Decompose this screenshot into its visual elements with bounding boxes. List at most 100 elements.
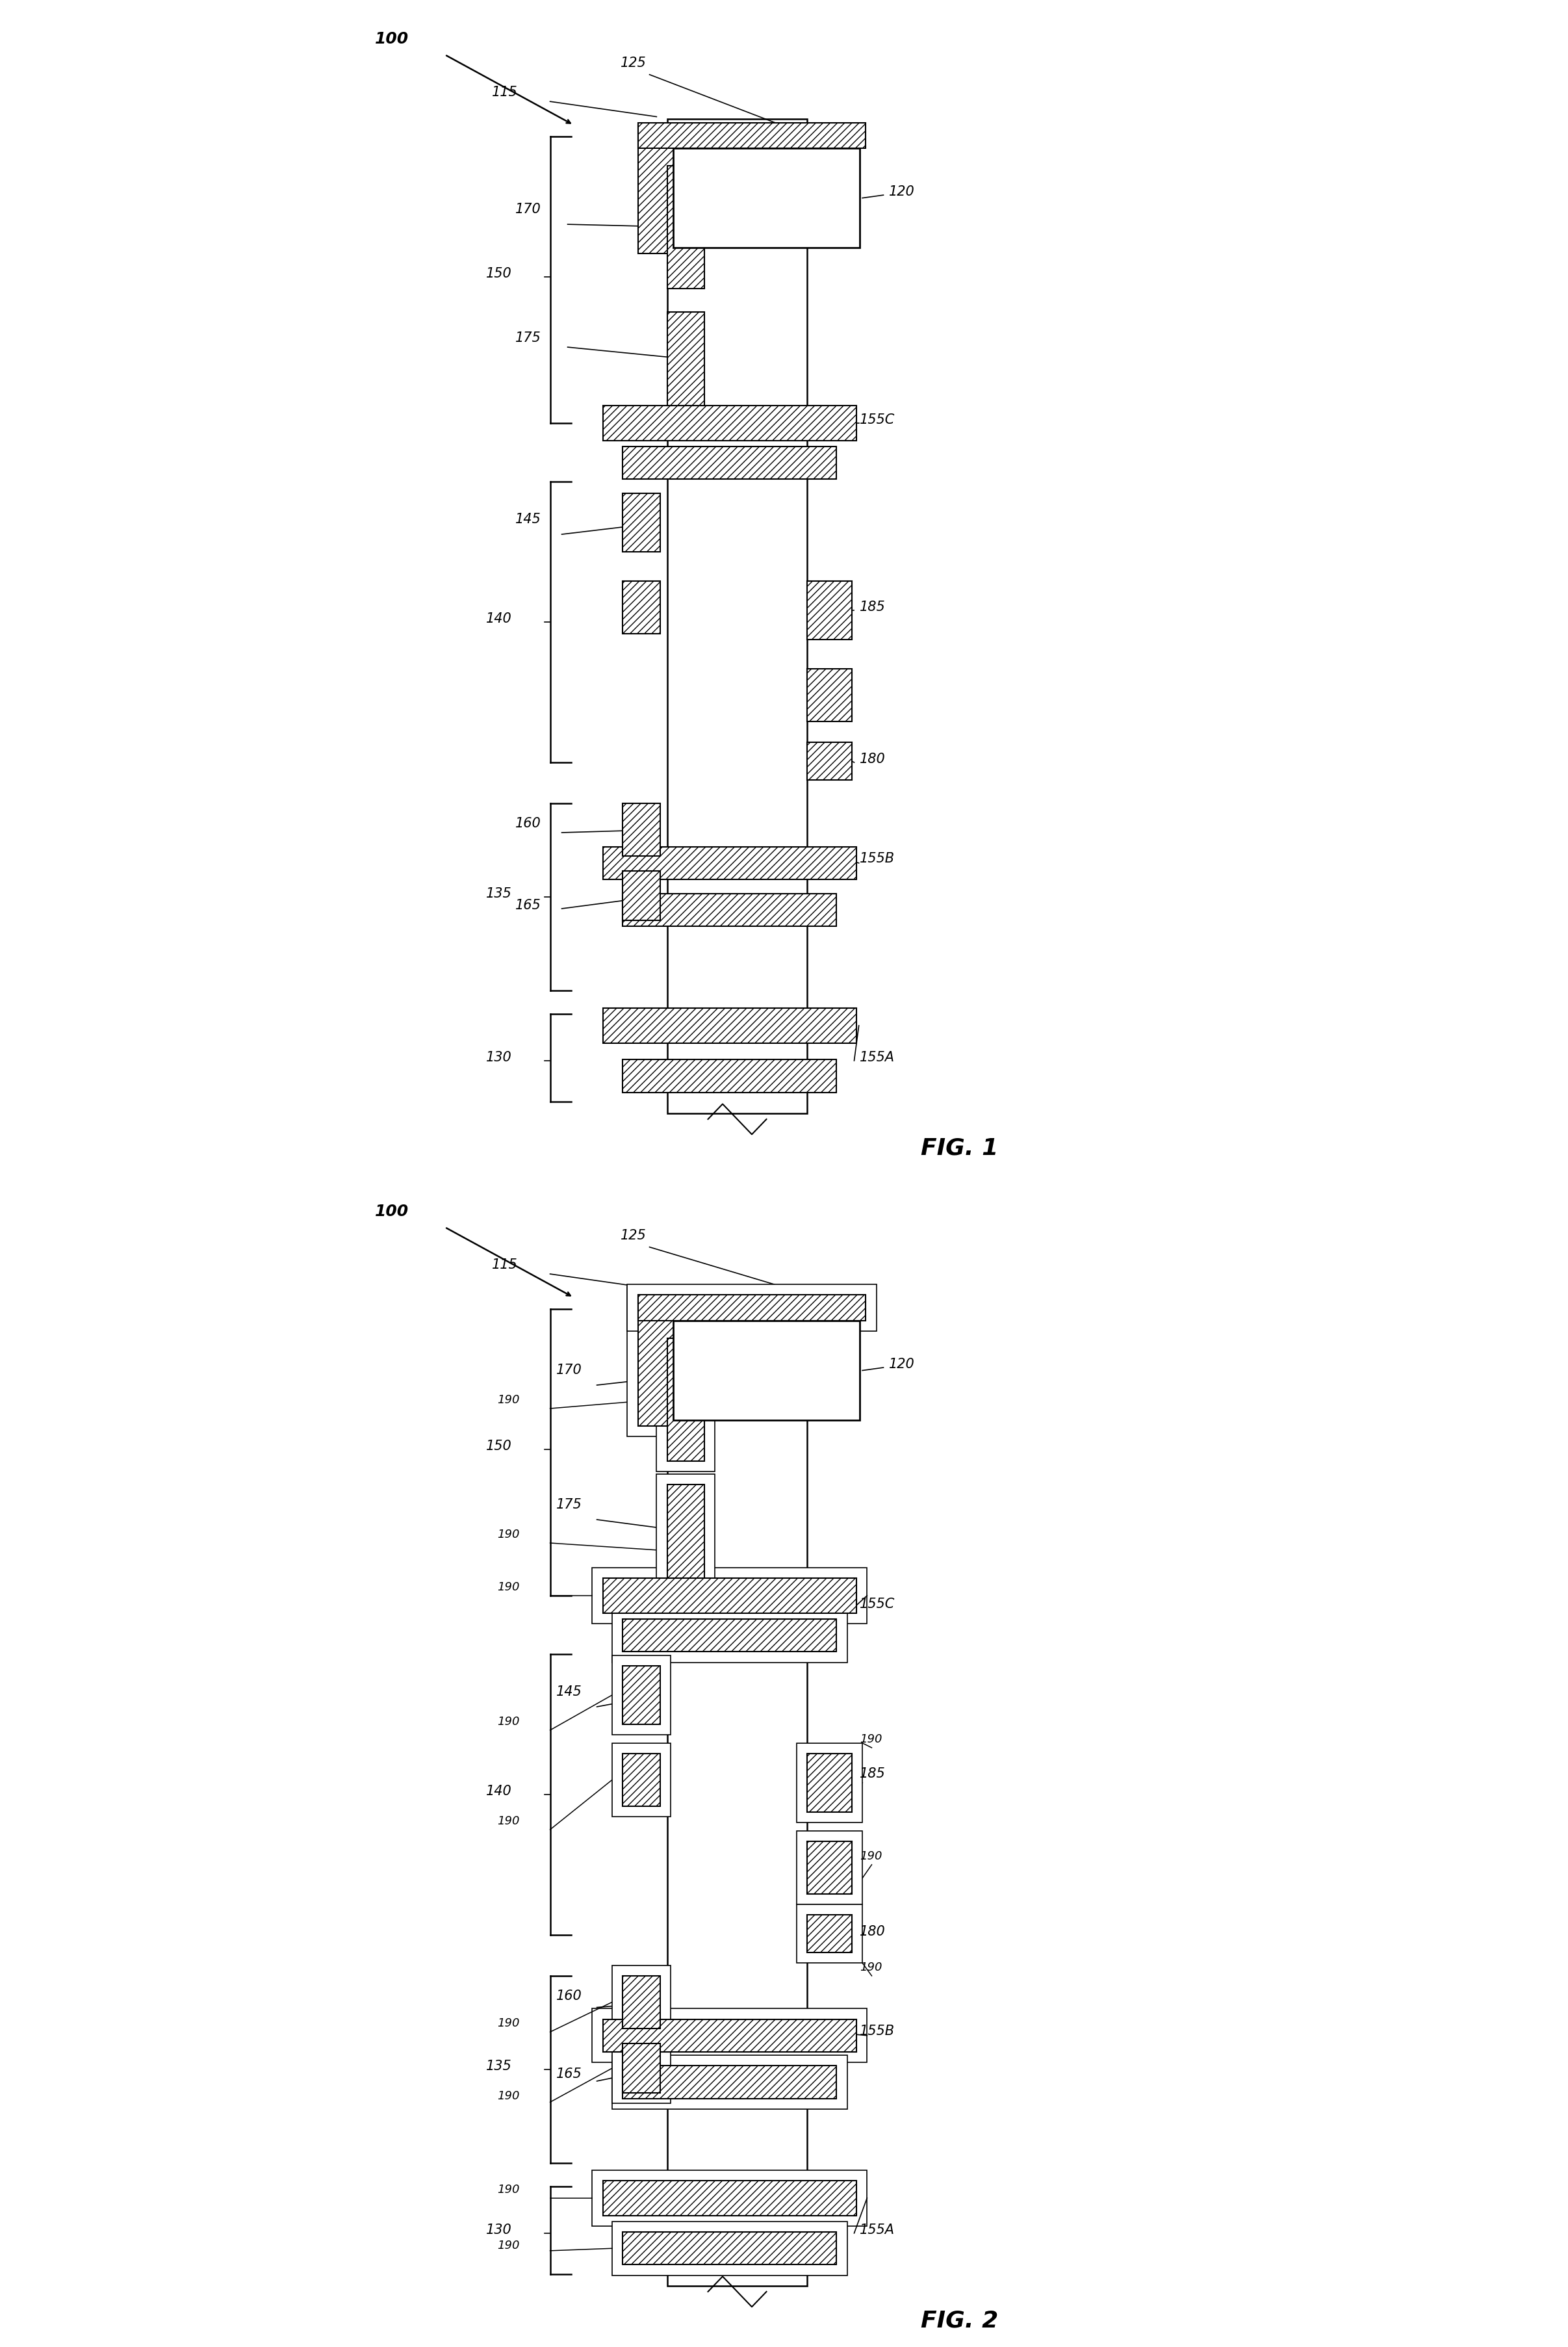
- Text: 190: 190: [497, 1394, 521, 1406]
- Bar: [638, 122, 866, 148]
- Text: 145: 145: [557, 1685, 582, 1697]
- Bar: [808, 669, 851, 723]
- Bar: [808, 1753, 851, 1812]
- Text: 165: 165: [557, 2068, 582, 2079]
- Bar: [602, 1577, 856, 1612]
- Bar: [622, 1976, 660, 2028]
- Text: 175: 175: [557, 1497, 582, 1511]
- Bar: [622, 1666, 660, 1725]
- Text: 165: 165: [514, 899, 541, 911]
- Bar: [797, 1831, 862, 1903]
- Bar: [602, 406, 856, 441]
- Text: 180: 180: [859, 1925, 886, 1939]
- Bar: [593, 2171, 867, 2227]
- Bar: [622, 803, 660, 857]
- Text: 130: 130: [486, 2223, 511, 2237]
- Bar: [593, 2009, 867, 2063]
- Bar: [602, 2180, 856, 2216]
- Text: 180: 180: [859, 753, 886, 765]
- Text: 190: 190: [497, 2089, 521, 2101]
- Bar: [622, 2044, 660, 2094]
- Text: 155A: 155A: [859, 1051, 895, 1063]
- Text: 190: 190: [497, 1814, 521, 1826]
- Text: 190: 190: [497, 2183, 521, 2194]
- Text: 125: 125: [621, 56, 646, 70]
- Bar: [638, 124, 676, 253]
- Bar: [622, 582, 660, 634]
- Bar: [797, 1903, 862, 1962]
- Bar: [622, 493, 660, 552]
- Bar: [797, 1744, 862, 1824]
- Text: 155A: 155A: [859, 2223, 895, 2237]
- Text: 190: 190: [497, 2016, 521, 2028]
- Bar: [612, 2056, 847, 2110]
- Bar: [622, 1061, 837, 1094]
- Text: 160: 160: [557, 1988, 582, 2002]
- Bar: [612, 1655, 671, 1734]
- Text: 135: 135: [486, 887, 511, 899]
- Bar: [657, 1474, 715, 1589]
- Bar: [666, 120, 808, 1115]
- Bar: [612, 1964, 671, 2040]
- Text: 190: 190: [859, 1732, 883, 1744]
- Bar: [612, 1744, 671, 1817]
- Bar: [808, 1915, 851, 1953]
- Text: 190: 190: [497, 1716, 521, 1727]
- Text: 135: 135: [486, 2058, 511, 2072]
- Text: 155C: 155C: [859, 1598, 895, 1610]
- Bar: [666, 1486, 704, 1577]
- Text: 145: 145: [514, 512, 541, 526]
- Bar: [602, 847, 856, 880]
- Text: 140: 140: [486, 613, 511, 624]
- Text: 155B: 155B: [859, 2023, 895, 2037]
- Bar: [622, 871, 660, 920]
- Bar: [593, 1568, 867, 1624]
- Text: 130: 130: [486, 1051, 511, 1063]
- Text: 185: 185: [859, 1767, 886, 1779]
- Text: 190: 190: [497, 1528, 521, 1540]
- Bar: [622, 894, 837, 927]
- Bar: [627, 1286, 685, 1436]
- Bar: [602, 2018, 856, 2051]
- Bar: [666, 1291, 808, 2286]
- Text: 190: 190: [497, 1582, 521, 1594]
- Text: 160: 160: [514, 817, 541, 831]
- Text: 190: 190: [859, 1849, 883, 1861]
- Text: FIG. 2: FIG. 2: [920, 2309, 999, 2331]
- Bar: [612, 2033, 671, 2103]
- Bar: [808, 744, 851, 782]
- Bar: [622, 2232, 837, 2265]
- Bar: [612, 2223, 847, 2274]
- Text: 150: 150: [486, 1439, 511, 1453]
- Text: 170: 170: [557, 1364, 582, 1375]
- Bar: [673, 1321, 859, 1420]
- Text: 170: 170: [514, 202, 541, 216]
- Text: 125: 125: [621, 1230, 646, 1242]
- Text: 155C: 155C: [859, 413, 895, 427]
- Text: 155B: 155B: [859, 852, 895, 864]
- Bar: [622, 1619, 837, 1652]
- Text: 185: 185: [859, 601, 886, 613]
- Text: 140: 140: [486, 1784, 511, 1798]
- Bar: [638, 1298, 676, 1427]
- Bar: [666, 167, 704, 289]
- Text: 110: 110: [750, 1364, 784, 1378]
- Bar: [602, 1009, 856, 1044]
- Bar: [657, 1328, 715, 1472]
- Bar: [666, 1338, 704, 1462]
- Text: 190: 190: [497, 2239, 521, 2251]
- Bar: [622, 1753, 660, 1807]
- Bar: [666, 312, 704, 406]
- Text: 150: 150: [486, 268, 511, 279]
- Bar: [808, 1842, 851, 1894]
- Bar: [808, 582, 851, 641]
- Text: 120: 120: [889, 1357, 916, 1371]
- Bar: [627, 1284, 877, 1331]
- Text: 115: 115: [492, 1258, 517, 1272]
- Bar: [622, 446, 837, 479]
- Text: 175: 175: [514, 331, 541, 345]
- Bar: [622, 2065, 837, 2098]
- Bar: [673, 148, 859, 249]
- Text: 115: 115: [492, 87, 517, 99]
- Text: 190: 190: [859, 1962, 883, 1974]
